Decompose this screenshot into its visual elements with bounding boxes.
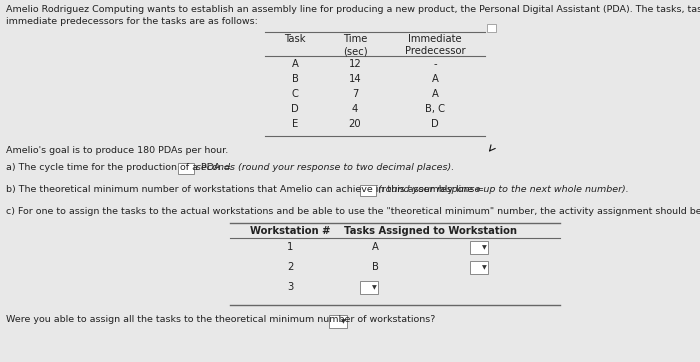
Text: Were you able to assign all the tasks to the theoretical minimum number of works: Were you able to assign all the tasks to… — [6, 315, 435, 324]
Text: D: D — [431, 119, 439, 129]
Text: ▼: ▼ — [372, 285, 377, 290]
Text: seconds (round your response to two decimal places).: seconds (round your response to two deci… — [195, 163, 454, 172]
Text: Amelio Rodriguez Computing wants to establish an assembly line for producing a n: Amelio Rodriguez Computing wants to esta… — [6, 5, 700, 14]
Text: (round your response up to the next whole number).: (round your response up to the next whol… — [378, 185, 629, 194]
Text: Immediate
Predecessor: Immediate Predecessor — [405, 34, 466, 56]
Text: Task: Task — [284, 34, 306, 44]
Text: B, C: B, C — [425, 104, 445, 114]
Text: ▼: ▼ — [341, 319, 346, 324]
Text: B: B — [372, 262, 379, 272]
Text: A: A — [432, 74, 438, 84]
Text: Amelio's goal is to produce 180 PDAs per hour.: Amelio's goal is to produce 180 PDAs per… — [6, 146, 228, 155]
FancyBboxPatch shape — [329, 315, 347, 328]
FancyBboxPatch shape — [178, 163, 193, 174]
Text: immediate predecessors for the tasks are as follows:: immediate predecessors for the tasks are… — [6, 17, 258, 26]
Text: 12: 12 — [349, 59, 361, 69]
Text: E: E — [292, 119, 298, 129]
Text: a) The cycle time for the production of a PDA =: a) The cycle time for the production of … — [6, 163, 232, 172]
Text: 20: 20 — [349, 119, 361, 129]
Text: Workstation #: Workstation # — [250, 226, 330, 236]
Text: B: B — [292, 74, 298, 84]
Text: D: D — [291, 104, 299, 114]
FancyBboxPatch shape — [360, 185, 376, 196]
Text: A: A — [292, 59, 298, 69]
FancyBboxPatch shape — [487, 24, 496, 32]
Text: c) For one to assign the tasks to the actual workstations and be able to use the: c) For one to assign the tasks to the ac… — [6, 207, 700, 216]
Text: A: A — [432, 89, 438, 99]
FancyBboxPatch shape — [360, 281, 378, 294]
Text: ▼: ▼ — [482, 245, 486, 250]
Text: b) The theoretical minimum number of workstations that Amelio can achieve in thi: b) The theoretical minimum number of wor… — [6, 185, 484, 194]
FancyBboxPatch shape — [470, 261, 488, 274]
Text: 14: 14 — [349, 74, 361, 84]
Text: 1: 1 — [287, 242, 293, 252]
Text: Time
(sec): Time (sec) — [343, 34, 368, 56]
Text: ▼: ▼ — [482, 265, 486, 270]
Text: -: - — [433, 59, 437, 69]
Text: 4: 4 — [352, 104, 358, 114]
Text: 7: 7 — [352, 89, 358, 99]
Text: A: A — [372, 242, 379, 252]
FancyBboxPatch shape — [470, 241, 488, 254]
Text: 2: 2 — [287, 262, 293, 272]
Text: C: C — [292, 89, 298, 99]
Text: 3: 3 — [287, 282, 293, 292]
Text: Tasks Assigned to Workstation: Tasks Assigned to Workstation — [344, 226, 517, 236]
